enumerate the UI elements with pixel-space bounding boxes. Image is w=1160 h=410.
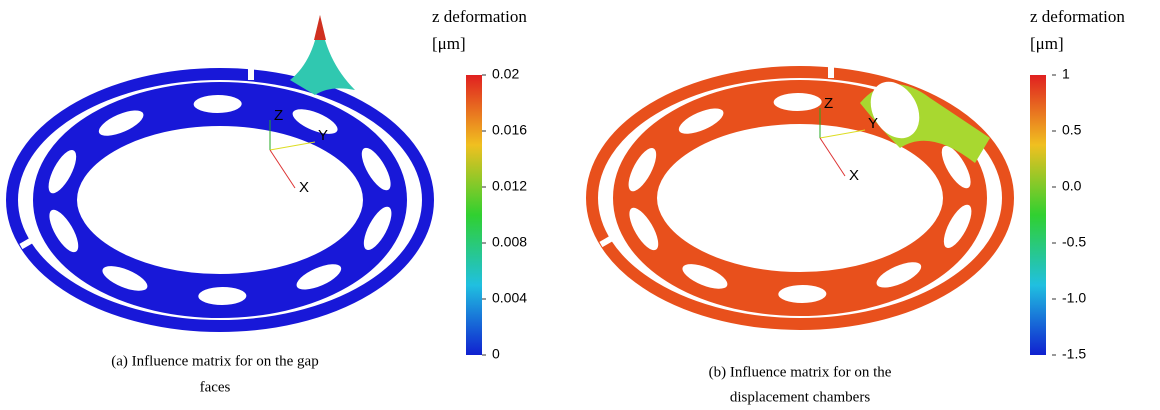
colorbar-tick-label: 0.012 xyxy=(492,178,527,194)
axis-label: X xyxy=(299,179,309,196)
colorbar-tick-label: -1.5 xyxy=(1062,346,1086,362)
caption: faces xyxy=(200,379,231,395)
ring-render: Z Y X xyxy=(592,58,1008,324)
colorbar-title: z deformation xyxy=(1030,7,1125,26)
ring-render: Z Y X xyxy=(12,15,428,326)
colorbar xyxy=(466,75,482,355)
axis-label: X xyxy=(849,167,859,184)
peak-tip xyxy=(314,15,326,40)
colorbar-unit: [μm] xyxy=(432,34,466,53)
caption: (a) Influence matrix for on the gap xyxy=(111,353,318,369)
axis-y xyxy=(820,130,865,138)
colorbar xyxy=(1030,75,1046,355)
colorbar-tick-label: 1 xyxy=(1062,66,1070,82)
ring-gap xyxy=(248,60,254,80)
axis-x xyxy=(270,150,295,188)
colorbar-tick-label: 0.008 xyxy=(492,234,527,250)
axis-label: Z xyxy=(274,107,283,124)
colorbar-tick-label: 0.02 xyxy=(492,66,519,82)
ring-gap xyxy=(828,58,834,78)
colorbar-unit: [μm] xyxy=(1030,34,1064,53)
figure: Z Y X Z Y X z deformation [μm] z deformation… xyxy=(0,0,1160,410)
colorbar-tick-label: 0.0 xyxy=(1062,178,1082,194)
axis-label: Y xyxy=(868,115,878,132)
colorbar-tick-label: 0.016 xyxy=(492,122,527,138)
axis-x xyxy=(820,138,845,176)
axis-label: Z xyxy=(824,95,833,112)
axis-label: Y xyxy=(318,127,328,144)
axis-y xyxy=(270,142,315,150)
colorbar-tick-label: 0 xyxy=(492,346,500,362)
colorbar-tick-label: -0.5 xyxy=(1062,234,1086,250)
caption: (b) Influence matrix for on the xyxy=(709,364,892,380)
colorbar-tick-label: -1.0 xyxy=(1062,290,1086,306)
colorbar-tick-label: 0.004 xyxy=(492,290,527,306)
colorbar-tick-label: 0.5 xyxy=(1062,122,1082,138)
caption: displacement chambers xyxy=(730,389,871,405)
colorbar-title: z deformation xyxy=(432,7,527,26)
